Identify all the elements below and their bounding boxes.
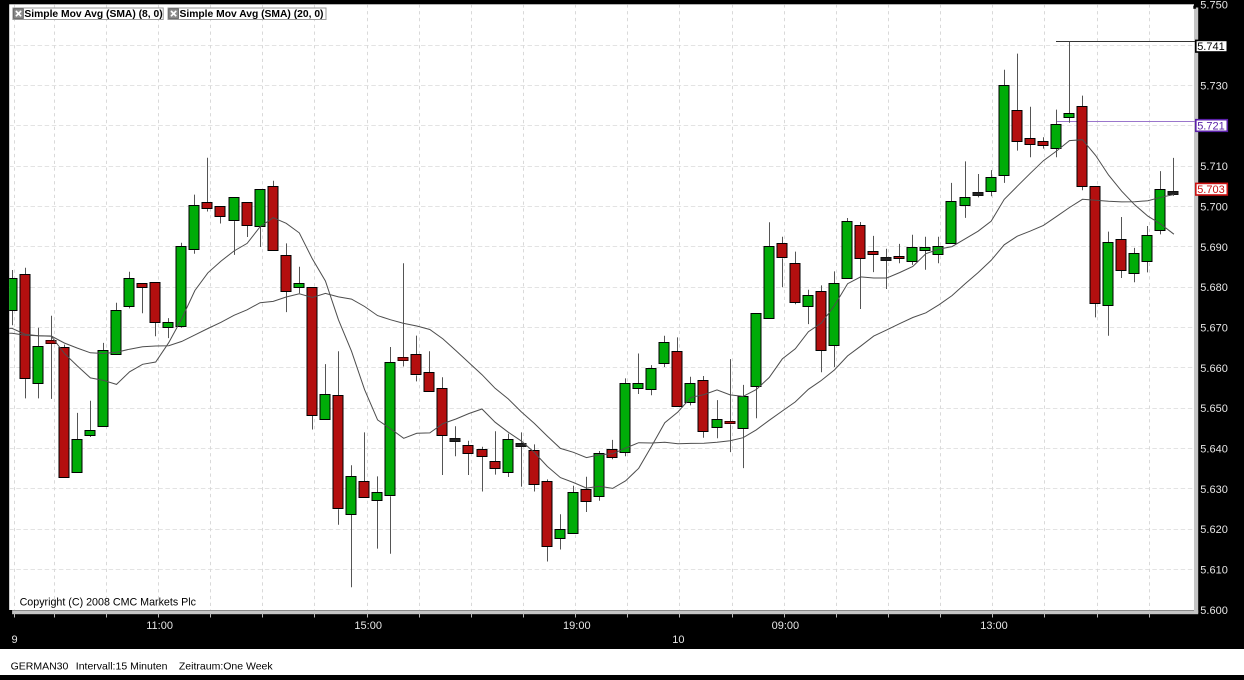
svg-text:Simple Mov Avg (SMA) (8, 0): Simple Mov Avg (SMA) (8, 0) [24, 9, 162, 20]
svg-text:5.730: 5.730 [1200, 80, 1228, 92]
svg-text:5.650: 5.650 [1200, 403, 1228, 415]
svg-text:13:00: 13:00 [980, 620, 1008, 632]
svg-text:09:00: 09:00 [772, 620, 800, 632]
svg-text:9: 9 [12, 634, 18, 646]
svg-text:5.620: 5.620 [1200, 524, 1228, 536]
svg-text:15:00: 15:00 [354, 620, 382, 632]
svg-text:GERMAN30: GERMAN30 [11, 660, 69, 672]
svg-text:5.690: 5.690 [1200, 242, 1228, 254]
svg-text:11:00: 11:00 [146, 620, 173, 632]
svg-text:5.680: 5.680 [1200, 282, 1228, 294]
svg-text:5.600: 5.600 [1200, 605, 1228, 617]
svg-text:Intervall:15 Minuten: Intervall:15 Minuten [76, 660, 168, 672]
svg-text:Copyright (C) 2008 CMC Markets: Copyright (C) 2008 CMC Markets Plc [20, 597, 197, 609]
svg-text:5.750: 5.750 [1200, 0, 1228, 12]
svg-text:5.700: 5.700 [1200, 201, 1228, 213]
svg-text:5.710: 5.710 [1200, 161, 1228, 173]
svg-text:5.640: 5.640 [1200, 444, 1228, 456]
svg-text:5.721: 5.721 [1197, 121, 1225, 133]
svg-text:5.670: 5.670 [1200, 323, 1228, 335]
svg-text:5.630: 5.630 [1200, 484, 1228, 496]
svg-text:10: 10 [672, 634, 684, 646]
svg-text:5.660: 5.660 [1200, 363, 1228, 375]
svg-text:Zeitraum:One Week: Zeitraum:One Week [179, 660, 274, 672]
svg-text:Simple Mov Avg (SMA) (20, 0): Simple Mov Avg (SMA) (20, 0) [180, 9, 324, 20]
svg-text:5.610: 5.610 [1200, 565, 1228, 577]
svg-text:5.741: 5.741 [1197, 41, 1225, 53]
svg-text:5.703: 5.703 [1197, 184, 1225, 196]
svg-text:19:00: 19:00 [563, 620, 591, 632]
